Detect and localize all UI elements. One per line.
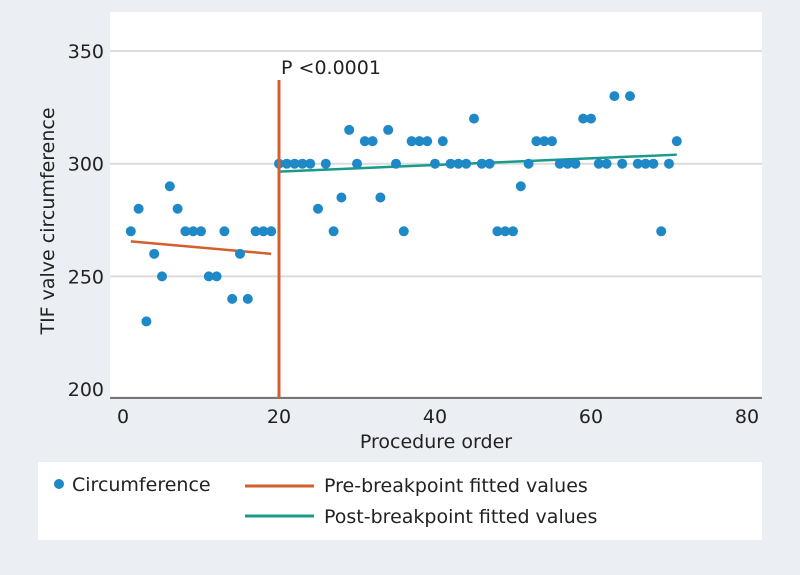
data-point: [203, 271, 214, 282]
pre-breakpoint-fit-line: [130, 240, 272, 256]
data-point: [266, 226, 277, 237]
data-point: [461, 158, 472, 169]
data-point: [554, 158, 565, 169]
data-point: [336, 192, 347, 203]
y-tick-label: 250: [68, 266, 104, 288]
data-point: [227, 293, 238, 304]
data-point: [211, 271, 222, 282]
data-point: [469, 113, 479, 124]
data-point: [515, 181, 526, 192]
data-point: [172, 203, 183, 214]
data-point: [196, 226, 206, 237]
x-axis-label: Procedure order: [360, 431, 512, 453]
data-point: [297, 158, 308, 169]
data-point: [289, 158, 300, 169]
data-point: [492, 226, 503, 237]
data-point: [656, 226, 667, 237]
data-point: [359, 136, 370, 147]
data-point: [383, 124, 394, 135]
data-point: [320, 158, 331, 169]
data-point: [242, 293, 253, 304]
data-point: [586, 113, 596, 124]
x-tick-label: 40: [423, 406, 447, 428]
data-point: [625, 91, 635, 102]
y-tick-labels: 200 250 300 350: [68, 41, 104, 401]
data-point: [313, 203, 323, 214]
data-point: [593, 158, 604, 169]
data-point: [445, 158, 456, 169]
data-point: [531, 136, 542, 147]
data-point: [398, 226, 409, 237]
data-point: [609, 91, 620, 102]
legend: Circumference Pre-breakpoint fitted value…: [54, 474, 597, 528]
data-point: [258, 226, 269, 237]
data-point: [484, 158, 495, 169]
data-point: [367, 136, 378, 147]
data-point: [125, 226, 136, 237]
data-point: [570, 158, 581, 169]
y-tick-label: 350: [68, 41, 104, 63]
data-point: [453, 158, 464, 169]
data-point: [305, 158, 316, 169]
legend-box: [38, 462, 762, 540]
data-point: [149, 248, 160, 259]
breakpoint-label: P <0.0001: [281, 57, 381, 79]
data-point: [344, 124, 355, 135]
legend-circumference-label: Circumference: [72, 474, 211, 496]
data-point: [375, 192, 386, 203]
data-point: [640, 158, 651, 169]
legend-post-breakpoint-label: Post-breakpoint fitted values: [324, 506, 597, 528]
data-point: [578, 113, 589, 124]
data-point: [180, 226, 191, 237]
data-point: [328, 226, 339, 237]
data-point: [671, 136, 682, 147]
data-point: [250, 226, 261, 237]
y-tick-label: 200: [68, 379, 104, 401]
x-tick-label: 80: [735, 406, 759, 428]
legend-pre-breakpoint-label: Pre-breakpoint fitted values: [324, 475, 588, 497]
data-point: [523, 158, 534, 169]
x-tick-label: 0: [117, 406, 129, 428]
data-point: [164, 181, 175, 192]
data-point: [157, 271, 167, 282]
data-point: [219, 226, 230, 237]
y-tick-label: 300: [68, 154, 104, 176]
data-point: [133, 203, 144, 214]
data-point: [500, 226, 511, 237]
data-point: [352, 158, 362, 169]
data-point: [664, 158, 674, 169]
x-tick-labels: 0 20 40 60 80: [117, 406, 759, 428]
data-point: [188, 226, 199, 237]
x-tick-label: 20: [267, 406, 291, 428]
data-point: [281, 158, 292, 169]
data-point: [437, 136, 448, 147]
data-point: [617, 158, 628, 169]
data-point: [508, 226, 518, 237]
data-point: [141, 316, 152, 327]
data-point: [648, 158, 659, 169]
data-point: [414, 136, 425, 147]
data-point: [547, 136, 557, 147]
data-point: [562, 158, 573, 169]
data-point: [539, 136, 550, 147]
data-point: [632, 158, 643, 169]
data-point: [601, 158, 612, 169]
data-point: [476, 158, 487, 169]
data-point: [422, 136, 433, 147]
plot-area: [110, 12, 762, 396]
legend-circumference-marker: [54, 479, 64, 489]
data-point: [406, 136, 417, 147]
data-point: [391, 158, 401, 169]
scatter-points: [125, 91, 682, 327]
y-axis-label: TIF valve circumference: [37, 107, 59, 335]
x-tick-label: 60: [579, 406, 603, 428]
data-point: [235, 248, 245, 259]
data-point: [430, 158, 440, 169]
